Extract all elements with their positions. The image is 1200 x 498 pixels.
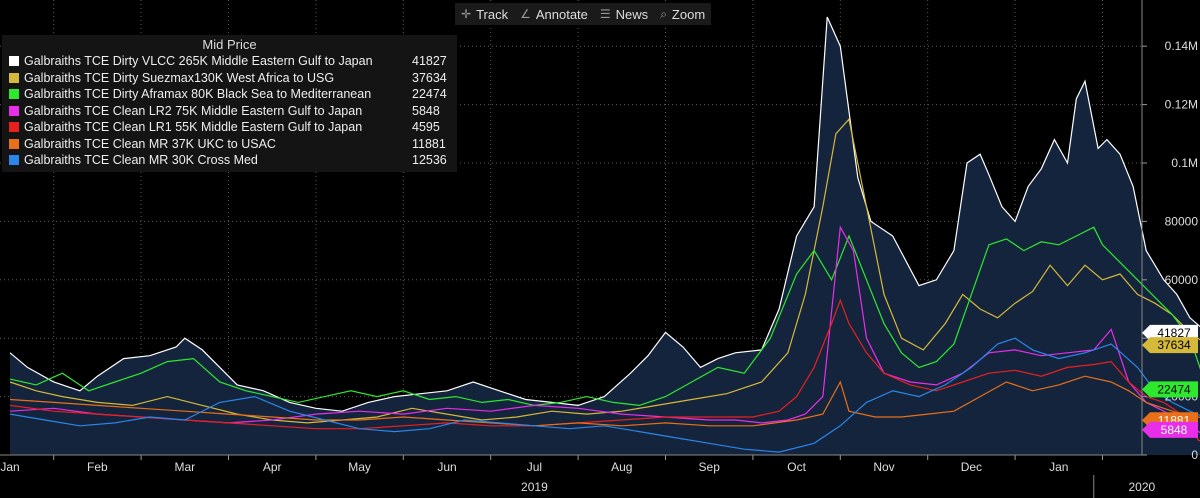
legend-swatch — [9, 155, 19, 166]
legend-item-name: Galbraiths TCE Clean LR2 75K Middle East… — [24, 103, 363, 118]
y-tick-label: 0.1M — [1171, 156, 1198, 170]
last-value-tag: 22474 — [1142, 381, 1198, 398]
year-label: 2019 — [521, 480, 548, 494]
y-tick-label: 0 — [1191, 448, 1198, 462]
last-value-tag: 41827 — [1142, 324, 1198, 341]
legend-item-name: Galbraiths TCE Dirty Suezmax130K West Af… — [24, 70, 335, 85]
x-tick-label: Mar — [174, 460, 195, 474]
y-tick-label: 0.14M — [1165, 39, 1198, 53]
series-line — [9, 16, 1200, 412]
x-tick-label: Jul — [527, 460, 542, 474]
last-value-tag: 37634 — [1142, 337, 1198, 354]
tag-shape — [1142, 324, 1198, 341]
legend-item-name: Galbraiths TCE Clean MR 37K UKC to USAC — [24, 136, 276, 151]
legend-item-value: 37634 — [412, 70, 447, 85]
tag-value: 41827 — [1157, 326, 1191, 340]
tag-value: 37634 — [1157, 338, 1191, 352]
x-tick-label: Jan — [0, 460, 19, 474]
crosshair-icon: ✛ — [461, 7, 472, 21]
news-label: News — [615, 6, 649, 22]
track-button[interactable]: ✛ Track — [455, 3, 514, 25]
legend-swatch — [9, 89, 19, 100]
legend-item[interactable]: Galbraiths TCE Clean MR 30K Cross Med 125… — [2, 152, 457, 169]
legend-item-value: 11881 — [412, 136, 446, 151]
x-tick-label: Oct — [787, 460, 806, 474]
legend-item-name: Galbraiths TCE Clean LR1 55K Middle East… — [24, 120, 363, 135]
series-layer — [9, 16, 1200, 455]
tag-shape — [1142, 421, 1198, 438]
x-tick-label: May — [348, 460, 371, 474]
magnifier-icon: ⌕ — [660, 6, 667, 21]
x-axis: Jan Feb Mar Apr May Jun Jul Aug Sep Oct Nov Dec Jan 2… — [0, 454, 1155, 498]
series-line — [9, 226, 1200, 407]
chart-legend: Mid Price Galbraiths TCE Dirty VLCC 265K… — [2, 35, 457, 172]
legend-item-name: Galbraiths TCE Dirty Aframax 80K Black S… — [24, 87, 372, 102]
legend-item-value: 5848 — [412, 103, 440, 118]
legend-item[interactable]: Galbraiths TCE Clean LR2 75K Middle East… — [2, 103, 457, 120]
legend-swatch — [9, 122, 19, 133]
annotate-button[interactable]: ∠ Annotate — [514, 3, 594, 25]
zoom-label: Zoom — [671, 6, 706, 22]
legend-item[interactable]: Galbraiths TCE Dirty VLCC 265K Middle Ea… — [2, 53, 457, 70]
x-tick-label: Feb — [87, 460, 108, 474]
news-button[interactable]: ☰ News — [594, 3, 654, 25]
legend-item-value: 22474 — [412, 87, 447, 102]
legend-item-value: 4595 — [412, 120, 440, 135]
y-tick-label: 60000 — [1165, 273, 1199, 287]
annotate-label: Annotate — [535, 6, 588, 22]
series-line — [9, 375, 1200, 427]
x-tick-label: Jun — [437, 460, 456, 474]
series-line — [9, 337, 1200, 453]
zoom-button[interactable]: ⌕ Zoom — [654, 3, 711, 25]
series-line — [9, 298, 1200, 442]
x-tick-label: Aug — [611, 460, 632, 474]
track-label: Track — [476, 6, 509, 22]
legend-item[interactable]: Galbraiths TCE Dirty Suezmax130K West Af… — [2, 70, 457, 87]
tag-shape — [1142, 381, 1198, 398]
legend-item-value: 12536 — [412, 153, 447, 168]
x-tick-label: Jan — [1049, 460, 1068, 474]
legend-title: Mid Price — [202, 37, 257, 52]
last-value-tag: 5848 — [1142, 421, 1198, 438]
pencil-icon: ∠ — [520, 7, 531, 21]
series-line — [9, 117, 1200, 424]
y-tick-label: 80000 — [1165, 214, 1199, 228]
series-line — [9, 225, 1200, 434]
legend-swatch — [9, 105, 19, 116]
tag-shape — [1142, 337, 1198, 354]
y-tick-label: 0.12M — [1165, 98, 1198, 112]
legend-item-value: 41827 — [412, 54, 447, 69]
legend-swatch — [9, 56, 19, 67]
x-tick-label: Dec — [961, 460, 982, 474]
tag-value: 5848 — [1161, 423, 1188, 437]
series-area — [10, 17, 1200, 455]
x-tick-label: Nov — [873, 460, 894, 474]
chart-toolbar: ✛ Track ∠ Annotate ☰ News ⌕ Zoom — [455, 3, 712, 25]
tag-value: 22474 — [1157, 382, 1191, 396]
legend-item[interactable]: Galbraiths TCE Clean LR1 55K Middle East… — [2, 119, 457, 136]
legend-item[interactable]: Galbraiths TCE Clean MR 37K UKC to USAC 1… — [2, 136, 457, 153]
legend-item-name: Galbraiths TCE Dirty VLCC 265K Middle Ea… — [24, 54, 373, 69]
legend-rows: Galbraiths TCE Dirty VLCC 265K Middle Ea… — [2, 53, 457, 169]
year-label: 2020 — [1128, 480, 1155, 494]
x-tick-label: Apr — [263, 460, 282, 474]
legend-swatch — [9, 138, 19, 149]
legend-item-name: Galbraiths TCE Clean MR 30K Cross Med — [24, 153, 258, 168]
legend-swatch — [9, 72, 19, 83]
news-icon: ☰ — [599, 7, 611, 21]
legend-item[interactable]: Galbraiths TCE Dirty Aframax 80K Black S… — [2, 86, 457, 103]
x-tick-label: Sep — [699, 460, 721, 474]
